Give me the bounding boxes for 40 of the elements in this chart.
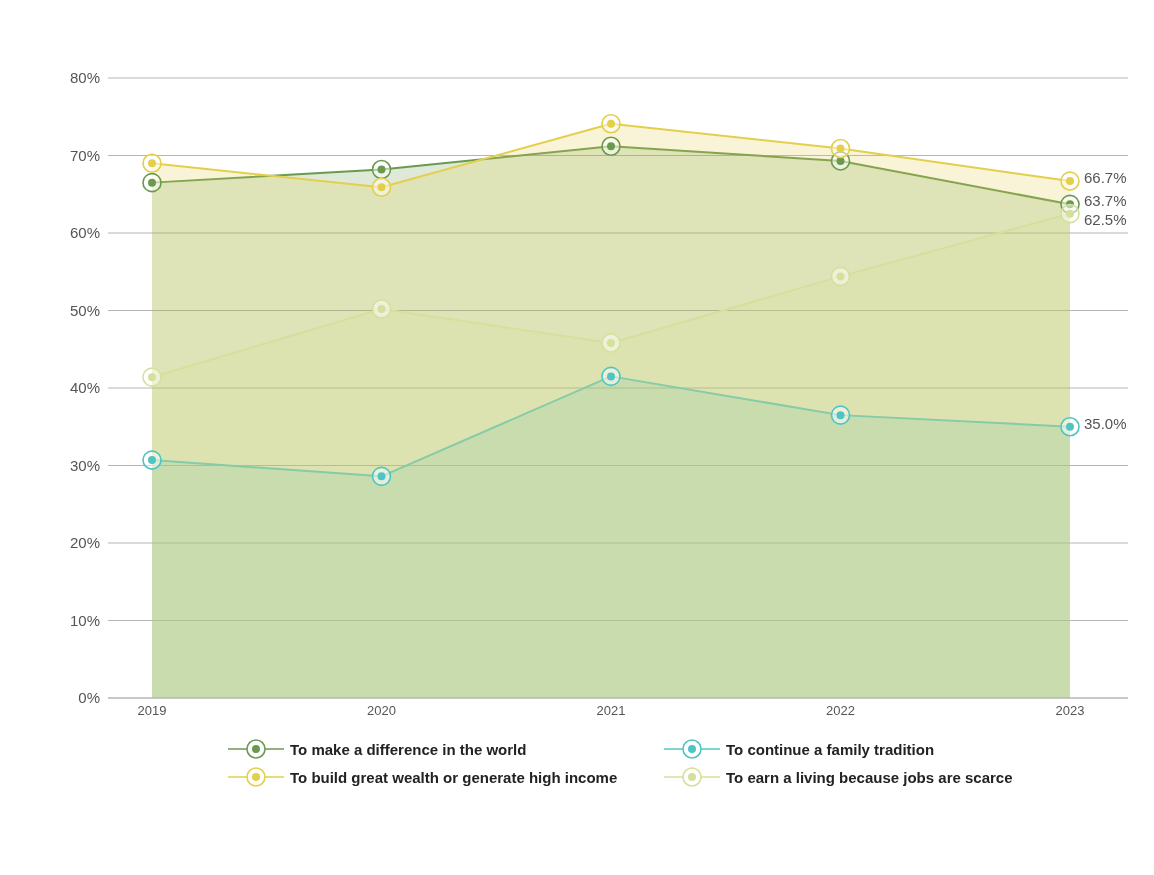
legend-label: To make a difference in the world bbox=[290, 740, 527, 758]
point bbox=[142, 450, 162, 470]
legend-label: To earn a living because jobs are scarce bbox=[726, 768, 1013, 786]
data-label: 66.7% bbox=[1084, 169, 1127, 187]
y-tick-label: 40% bbox=[69, 379, 100, 397]
y-tick-label: 80% bbox=[69, 69, 100, 87]
x-tick-label: 2023 bbox=[1055, 703, 1085, 719]
legend-label: To build great wealth or generate high income bbox=[290, 768, 618, 786]
point bbox=[371, 299, 392, 319]
point bbox=[371, 466, 392, 487]
point bbox=[830, 138, 851, 159]
y-tick-label: 10% bbox=[69, 611, 100, 629]
x-tick-label: 2020 bbox=[367, 703, 396, 719]
point bbox=[142, 367, 162, 387]
y-tick-label: 30% bbox=[69, 456, 100, 474]
y-tick-label: 0% bbox=[78, 689, 100, 707]
data-label: 63.7% bbox=[1084, 192, 1127, 210]
y-tick-label: 60% bbox=[69, 224, 100, 242]
point bbox=[601, 113, 621, 134]
point bbox=[371, 159, 392, 180]
point bbox=[142, 153, 162, 174]
point bbox=[1060, 203, 1080, 224]
point bbox=[1060, 416, 1080, 437]
point bbox=[830, 405, 851, 425]
y-tick-label: 70% bbox=[69, 146, 100, 164]
x-tick-label: 2019 bbox=[137, 703, 167, 719]
point bbox=[142, 172, 162, 193]
point bbox=[371, 177, 392, 198]
data-label: 62.5% bbox=[1084, 211, 1127, 229]
y-tick-label: 50% bbox=[69, 301, 100, 319]
x-tick-label: 2022 bbox=[826, 703, 855, 719]
legend-label: To continue a family tradition bbox=[726, 740, 935, 758]
y-tick-label: 20% bbox=[69, 534, 100, 552]
x-tick-label: 2021 bbox=[596, 703, 626, 719]
point bbox=[830, 266, 851, 287]
point bbox=[601, 136, 621, 156]
data-label: 35.0% bbox=[1084, 414, 1127, 432]
point bbox=[601, 333, 621, 353]
point bbox=[601, 366, 621, 387]
point bbox=[1060, 171, 1080, 191]
